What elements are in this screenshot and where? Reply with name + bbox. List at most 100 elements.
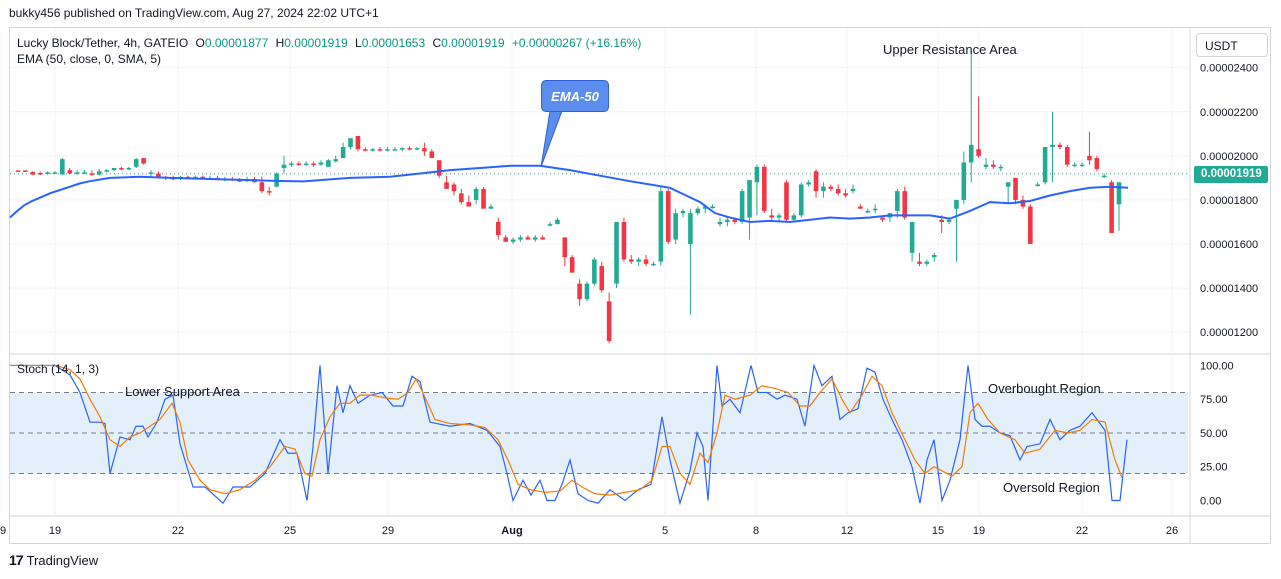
- price-tick-label: 0.00001600: [1200, 239, 1258, 251]
- candle-body: [104, 170, 109, 172]
- candle-body: [407, 148, 412, 150]
- candle-body: [821, 186, 826, 192]
- candle-body: [1005, 182, 1011, 187]
- stoch-legend: Stoch (14, 1, 3): [17, 362, 100, 376]
- stoch-tick-label: 100.00: [1200, 360, 1234, 372]
- candle-body: [67, 170, 73, 174]
- candle-body: [488, 206, 494, 209]
- candle-body: [547, 224, 553, 226]
- stoch-tick-label: 75.00: [1200, 394, 1228, 406]
- candle-body: [518, 237, 523, 240]
- candle-body: [865, 210, 871, 213]
- candle-body: [377, 149, 383, 151]
- candle-body: [702, 206, 708, 209]
- candle-body: [599, 266, 605, 291]
- x-tick-label: 25: [284, 525, 296, 537]
- candle-body: [968, 144, 974, 163]
- overbought-annotation: Overbought Region: [988, 381, 1101, 396]
- candle-body: [843, 193, 848, 196]
- candle-body: [577, 283, 582, 300]
- x-tick-label: 15: [932, 525, 944, 537]
- publication-header: bukky456 published on TradingView.com, A…: [9, 6, 379, 20]
- candle-body: [193, 176, 198, 179]
- symbol-legend: Lucky Block/Tether, 4h, GATEIO O0.000018…: [17, 36, 641, 50]
- candle-body: [917, 261, 922, 264]
- candle-body: [784, 182, 789, 220]
- candle-body: [82, 172, 87, 174]
- candle-body: [466, 202, 472, 207]
- candle-body: [806, 182, 811, 185]
- candle-body: [1101, 175, 1107, 178]
- candle-body: [1064, 147, 1070, 165]
- candle-body: [643, 259, 649, 264]
- candle-body: [902, 191, 908, 218]
- candle-body: [540, 237, 545, 240]
- candle-body: [133, 159, 139, 167]
- candle-body: [1013, 177, 1018, 200]
- candle-body: [747, 180, 752, 218]
- candle-body: [451, 184, 457, 192]
- candle-body: [303, 163, 309, 166]
- candle-body: [762, 166, 767, 211]
- candle-body: [592, 259, 597, 284]
- candle-body: [673, 213, 678, 240]
- candle-body: [658, 191, 664, 262]
- upper-resistance-annotation: Upper Resistance Area: [883, 42, 1017, 57]
- candle-body: [776, 215, 782, 218]
- candle-body: [1042, 147, 1048, 183]
- close-value: 0.00001919: [441, 36, 505, 50]
- stoch-tick-label: 0.00: [1200, 495, 1221, 507]
- x-tick-label: 22: [172, 525, 184, 537]
- chart-frame: [9, 27, 1271, 544]
- candle-body: [126, 167, 132, 170]
- x-tick-label: Aug: [501, 525, 522, 537]
- price-tick-label: 0.00001200: [1200, 327, 1258, 339]
- candle-body: [828, 186, 834, 189]
- candle-body: [983, 164, 989, 167]
- candle-body: [348, 138, 353, 148]
- x-tick-label: 22: [1076, 525, 1088, 537]
- ema-callout: EMA-50: [541, 80, 609, 112]
- currency-selector[interactable]: USDT: [1196, 33, 1268, 57]
- candle-body: [946, 219, 952, 222]
- candle-body: [119, 167, 124, 170]
- candle-body: [614, 221, 619, 284]
- candle-body: [148, 172, 154, 174]
- x-tick-label: 29: [382, 525, 394, 537]
- footer[interactable]: 17 TradingView: [9, 552, 98, 568]
- footer-brand: TradingView: [26, 552, 99, 568]
- oversold-annotation: Oversold Region: [1003, 480, 1100, 495]
- x-tick-label: 29: [0, 525, 6, 537]
- candle-body: [858, 206, 863, 209]
- open-value: 0.00001877: [204, 36, 269, 50]
- candle-body: [481, 188, 486, 209]
- candle-body: [311, 163, 316, 166]
- high-label: H: [275, 36, 285, 50]
- tradingview-logo-icon: 17: [9, 552, 24, 568]
- candle-body: [680, 210, 686, 214]
- candle-body: [496, 221, 501, 236]
- candle-body: [289, 163, 294, 166]
- candle-body: [510, 239, 516, 242]
- candle-body: [1035, 184, 1041, 186]
- candle-body: [1094, 158, 1100, 170]
- ema-50-line: [9, 164, 1129, 223]
- candle-body: [156, 173, 161, 177]
- candle-body: [1116, 182, 1122, 205]
- candle-body: [1057, 144, 1063, 148]
- candle-body: [606, 301, 612, 341]
- candle-body: [370, 149, 375, 151]
- candle-body: [769, 215, 774, 218]
- candle-body: [355, 136, 361, 150]
- candle-body: [850, 188, 856, 192]
- candle-body: [798, 184, 804, 216]
- candle-body: [688, 213, 693, 244]
- candle-body: [991, 164, 996, 167]
- candle-body: [422, 148, 427, 152]
- low-label: L: [355, 36, 362, 50]
- candle-body: [525, 237, 531, 240]
- candle-body: [629, 259, 634, 262]
- x-tick-label: 19: [49, 525, 61, 537]
- price-tick-label: 0.00002400: [1200, 63, 1258, 75]
